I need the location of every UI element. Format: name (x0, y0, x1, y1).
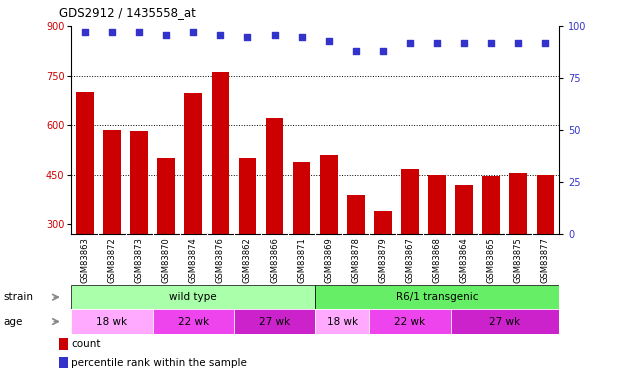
Bar (315, 309, 369, 334)
Point (432, 40, 442, 46)
Point (351, 48, 361, 54)
Bar (369, 309, 451, 334)
Bar (234, 309, 315, 334)
Bar (401, 169, 419, 324)
Point (540, 40, 550, 46)
Text: GSM83865: GSM83865 (487, 237, 496, 283)
Text: GSM83864: GSM83864 (460, 237, 469, 283)
Point (405, 40, 415, 46)
Bar (157, 158, 175, 324)
Text: GSM83869: GSM83869 (324, 237, 333, 283)
Text: wild type: wild type (170, 292, 217, 302)
Text: GSM83876: GSM83876 (216, 237, 225, 283)
Bar (537, 175, 554, 324)
Text: GSM83875: GSM83875 (514, 237, 523, 283)
Bar (130, 131, 148, 324)
Bar (212, 72, 229, 324)
Text: GSM83872: GSM83872 (107, 237, 117, 283)
Text: GSM83874: GSM83874 (189, 237, 197, 283)
Bar (455, 186, 473, 324)
Text: GSM83870: GSM83870 (161, 237, 171, 283)
Point (188, 30, 198, 36)
Point (107, 30, 117, 36)
Bar (76, 92, 94, 324)
Bar (374, 211, 392, 324)
Bar (483, 176, 500, 324)
Text: GSM83873: GSM83873 (135, 237, 143, 283)
Point (514, 40, 524, 46)
Point (161, 32, 171, 38)
Text: strain: strain (3, 292, 33, 302)
Bar (315, 285, 559, 309)
Text: GSM83863: GSM83863 (81, 237, 89, 283)
Bar (428, 175, 446, 324)
Bar (71, 285, 315, 309)
Text: GSM83862: GSM83862 (243, 237, 252, 283)
Point (486, 40, 496, 46)
Point (215, 32, 225, 38)
Text: count: count (71, 339, 101, 349)
Bar (509, 173, 527, 324)
Bar (320, 155, 337, 324)
Point (324, 38, 333, 44)
Bar (103, 130, 121, 324)
Point (459, 40, 469, 46)
Text: GSM83877: GSM83877 (541, 237, 550, 283)
Text: 27 wk: 27 wk (259, 316, 290, 327)
Bar (71, 309, 153, 334)
Bar (293, 162, 310, 324)
Text: GSM83868: GSM83868 (433, 237, 442, 283)
Text: 18 wk: 18 wk (96, 316, 127, 327)
Text: GDS2912 / 1435558_at: GDS2912 / 1435558_at (59, 6, 196, 19)
Bar (184, 93, 202, 324)
Text: 18 wk: 18 wk (327, 316, 358, 327)
Text: GSM83879: GSM83879 (378, 237, 388, 283)
Text: GSM83871: GSM83871 (297, 237, 306, 283)
Text: age: age (3, 316, 22, 327)
Text: GSM83878: GSM83878 (351, 237, 360, 283)
Point (378, 48, 388, 54)
Point (134, 30, 144, 36)
Point (242, 34, 252, 40)
Bar (59, 357, 68, 368)
Text: percentile rank within the sample: percentile rank within the sample (71, 358, 247, 368)
Bar (451, 309, 559, 334)
Text: R6/1 transgenic: R6/1 transgenic (396, 292, 478, 302)
Bar (153, 309, 234, 334)
Text: 22 wk: 22 wk (178, 316, 209, 327)
Text: GSM83866: GSM83866 (270, 237, 279, 283)
Bar (347, 195, 365, 324)
Text: GSM83867: GSM83867 (406, 237, 414, 283)
Point (80, 30, 90, 36)
Text: 22 wk: 22 wk (394, 316, 425, 327)
Bar (266, 118, 283, 324)
Bar (238, 158, 256, 324)
Point (297, 34, 307, 40)
Point (270, 32, 279, 38)
Bar (59, 338, 68, 350)
Text: 27 wk: 27 wk (489, 316, 520, 327)
